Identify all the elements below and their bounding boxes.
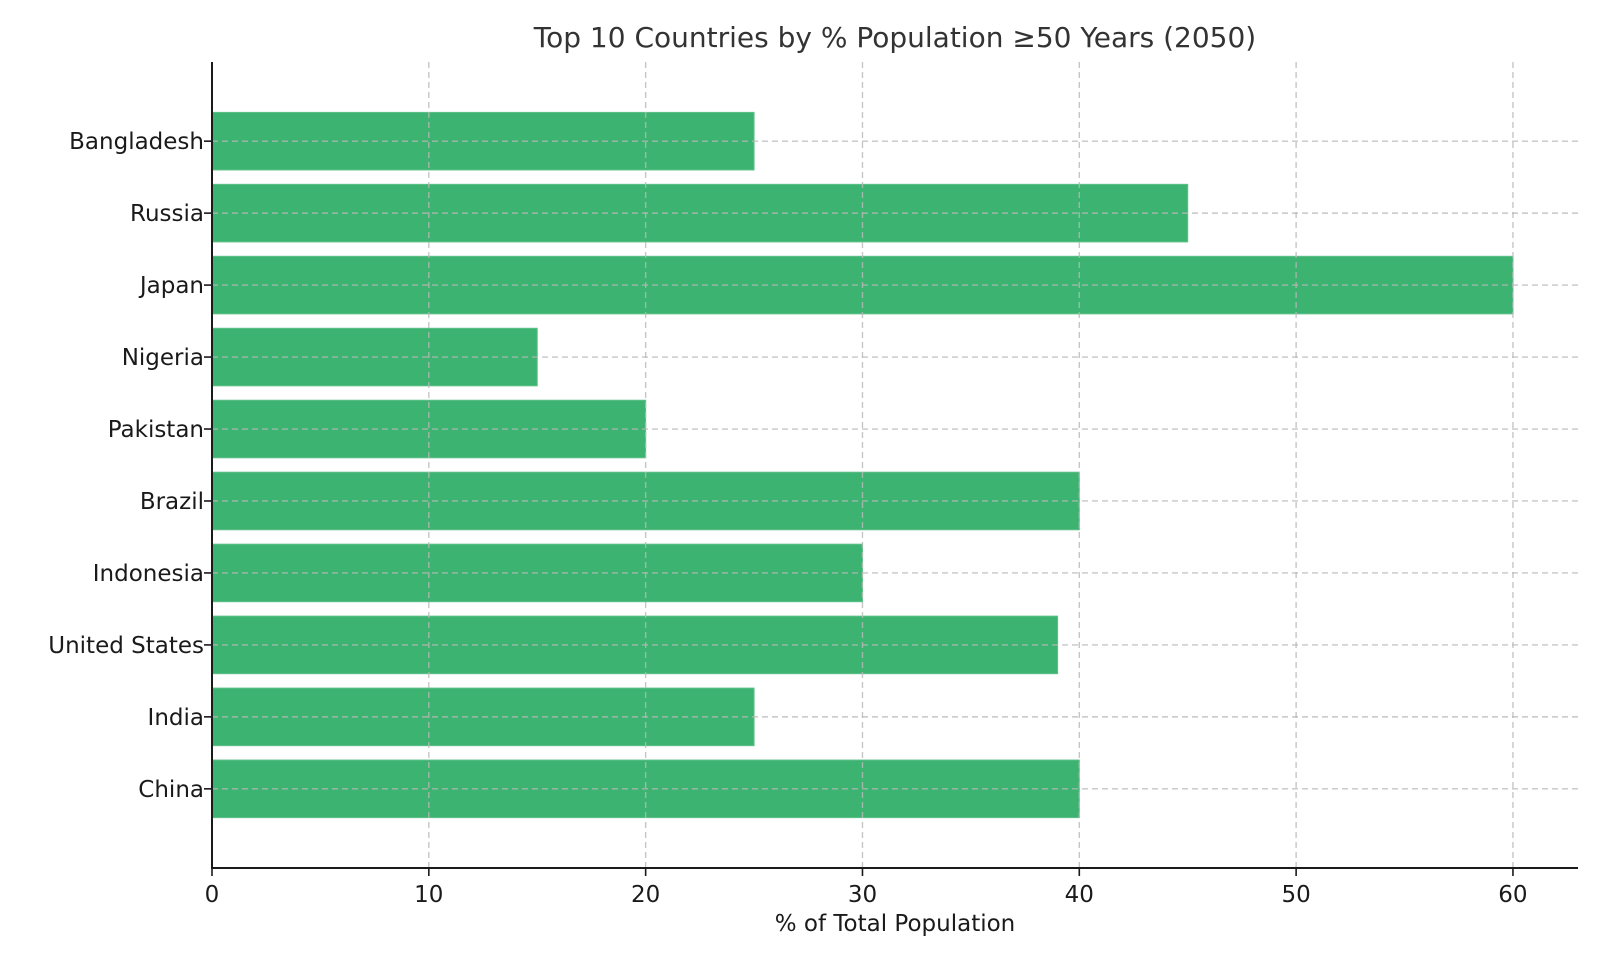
x-tick-label: 0 (205, 882, 220, 908)
tick-labels: 0 10 20 30 40 50 60 China India United States Indo… (48, 129, 1527, 908)
y-tick-label: Japan (138, 273, 204, 299)
y-tick-label: United States (48, 633, 204, 659)
y-tick-label: Indonesia (93, 561, 204, 587)
x-tick-label: 40 (1065, 882, 1094, 908)
y-tick-label: Pakistan (108, 417, 204, 443)
grid-overlay (212, 62, 1578, 868)
y-tick-label: Brazil (140, 489, 204, 515)
y-tick-label: India (148, 705, 204, 731)
x-axis-label: % of Total Population (775, 911, 1016, 937)
y-tick-label: China (138, 777, 204, 803)
x-tick-label: 60 (1498, 882, 1527, 908)
x-tick-label: 10 (414, 882, 443, 908)
y-tick-label: Nigeria (122, 345, 204, 371)
x-tick-label: 50 (1281, 882, 1310, 908)
axes (204, 62, 1578, 876)
y-tick-label: Russia (130, 201, 204, 227)
x-tick-label: 30 (848, 882, 877, 908)
chart-title: Top 10 Countries by % Population ≥50 Yea… (533, 21, 1256, 54)
x-tick-label: 20 (631, 882, 660, 908)
y-tick-label: Bangladesh (69, 129, 204, 155)
bar-russia (211, 183, 1189, 243)
